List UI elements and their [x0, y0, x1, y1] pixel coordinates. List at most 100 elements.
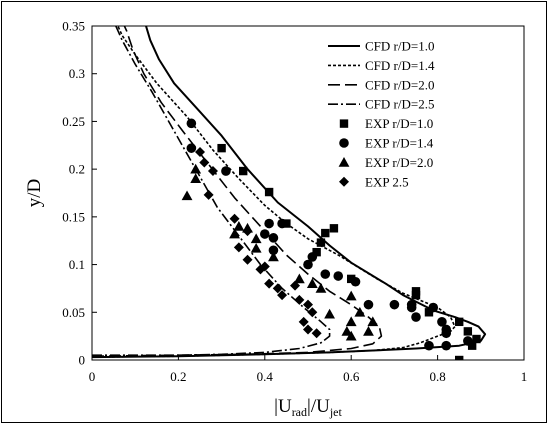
line-cfd-r-d-1-0: [92, 26, 487, 359]
legend-label-exp-r-d-2-0: EXP r/D=2.0: [365, 155, 433, 170]
point-diamond: [229, 213, 240, 224]
x-tick-label: 0.8: [429, 369, 445, 384]
point-square: [472, 334, 481, 344]
point-circle: [260, 229, 270, 239]
x-tick-label: 0.6: [343, 369, 360, 384]
legend-label-cfd-r-d-2-5: CFD r/D=2.5: [365, 97, 434, 112]
point-circle: [428, 302, 439, 313]
series-exp-2-5: [195, 146, 322, 339]
point-square: [316, 238, 326, 247]
point-diamond: [272, 283, 283, 294]
legend-label-exp-r-d-1-4: EXP r/D=1.4: [365, 136, 434, 151]
series-exp-r-d-2-0: [181, 163, 379, 341]
x-tick-label: 0.4: [257, 369, 274, 384]
series-cfd-r-d-2-0: [92, 26, 383, 357]
point-square: [463, 327, 473, 336]
point-circle: [389, 299, 400, 310]
point-square: [455, 355, 464, 360]
point-diamond: [233, 242, 244, 253]
point-diamond: [207, 166, 218, 177]
point-diamond: [311, 328, 322, 339]
point-circle: [277, 218, 287, 229]
point-circle: [264, 218, 274, 229]
point-triangle: [268, 251, 279, 262]
legend-swatch-exp-r-d-2-0: [338, 157, 350, 167]
series-layer: [92, 26, 487, 360]
point-square: [347, 274, 356, 284]
y-tick-label: 0.05: [62, 305, 85, 320]
point-triangle: [181, 190, 193, 201]
point-circle: [268, 233, 279, 243]
point-triangle: [363, 325, 374, 336]
point-triangle: [293, 273, 305, 284]
series-exp-r-d-1-4: [186, 118, 473, 351]
point-triangle: [190, 163, 202, 174]
point-diamond: [277, 290, 288, 301]
point-diamond: [264, 278, 275, 289]
legend-label-cfd-r-d-2-0: CFD r/D=2.0: [365, 77, 434, 92]
legend: CFD r/D=1.0 CFD r/D=1.4 CFD r/D=2.0 CFD r/D…: [328, 39, 435, 189]
point-circle: [441, 328, 452, 339]
point-triangle: [354, 306, 366, 317]
point-square: [321, 228, 330, 238]
point-square: [264, 187, 274, 197]
point-diamond: [290, 280, 301, 291]
line-cfd-r-d-1-4: [92, 26, 456, 358]
x-axis-label-sub-rad: rad: [292, 405, 307, 419]
y-tick-label: 0.3: [69, 66, 85, 81]
legend-label-cfd-r-d-1-4: CFD r/D=1.4: [365, 58, 435, 73]
point-circle: [411, 312, 421, 322]
point-square: [217, 143, 226, 153]
chart-frame: 0 0.2 0.4 0.6 0.8 1 0 0.05 0.1 0.15 0.2 0.25 0.3 0.35…: [1, 1, 547, 423]
point-circle: [463, 336, 473, 346]
point-square: [424, 308, 434, 317]
point-diamond: [242, 254, 253, 265]
point-circle: [268, 245, 279, 256]
y-tick-label: 0: [79, 353, 86, 368]
point-triangle: [315, 283, 327, 293]
point-diamond: [242, 226, 253, 237]
point-circle: [186, 143, 197, 153]
point-triangle: [345, 330, 357, 341]
point-square: [239, 166, 248, 176]
point-circle: [441, 340, 452, 351]
point-square: [411, 290, 421, 300]
point-circle: [363, 299, 374, 310]
y-tick-label: 0.2: [69, 162, 85, 177]
legend-label-exp-2-5: EXP 2.5: [365, 174, 409, 189]
point-circle: [307, 252, 318, 262]
point-square: [467, 341, 477, 350]
x-axis-label-base: |U: [274, 396, 292, 417]
point-diamond: [294, 294, 305, 305]
point-circle: [424, 340, 434, 351]
point-triangle: [190, 173, 202, 184]
x-axis-label-sub-jet: jet: [329, 405, 343, 419]
point-circle: [350, 276, 361, 287]
point-diamond: [203, 189, 214, 200]
point-triangle: [367, 316, 379, 327]
point-triangle: [250, 233, 262, 244]
legend-label-cfd-r-d-1-0: CFD r/D=1.0: [365, 39, 434, 54]
point-diamond: [195, 146, 205, 157]
axes-layer: 0 0.2 0.4 0.6 0.8 1 0 0.05 0.1 0.15 0.2 0.25 0.3 0.35: [62, 19, 527, 385]
point-circle: [303, 259, 313, 270]
point-square: [329, 224, 339, 233]
point-square: [455, 317, 464, 327]
point-circle: [186, 118, 197, 129]
point-diamond: [259, 261, 270, 272]
point-square: [312, 247, 321, 257]
point-triangle: [345, 290, 357, 301]
line-cfd-r-d-2-0: [92, 26, 383, 357]
point-circle: [320, 269, 331, 279]
series-cfd-r-d-1-4: [92, 26, 456, 358]
legend-swatch-exp-r-d-1-0: [339, 119, 349, 128]
x-tick-label: 0: [89, 369, 96, 384]
y-axis-label: y/D: [24, 179, 45, 208]
point-triangle: [250, 242, 262, 253]
point-diamond: [199, 157, 210, 168]
x-tick-label: 0.2: [170, 369, 186, 384]
x-axis-label-mid: |/U: [307, 396, 330, 417]
y-tick-label: 0.15: [62, 209, 85, 224]
legend-swatch-exp-2-5: [339, 176, 349, 187]
